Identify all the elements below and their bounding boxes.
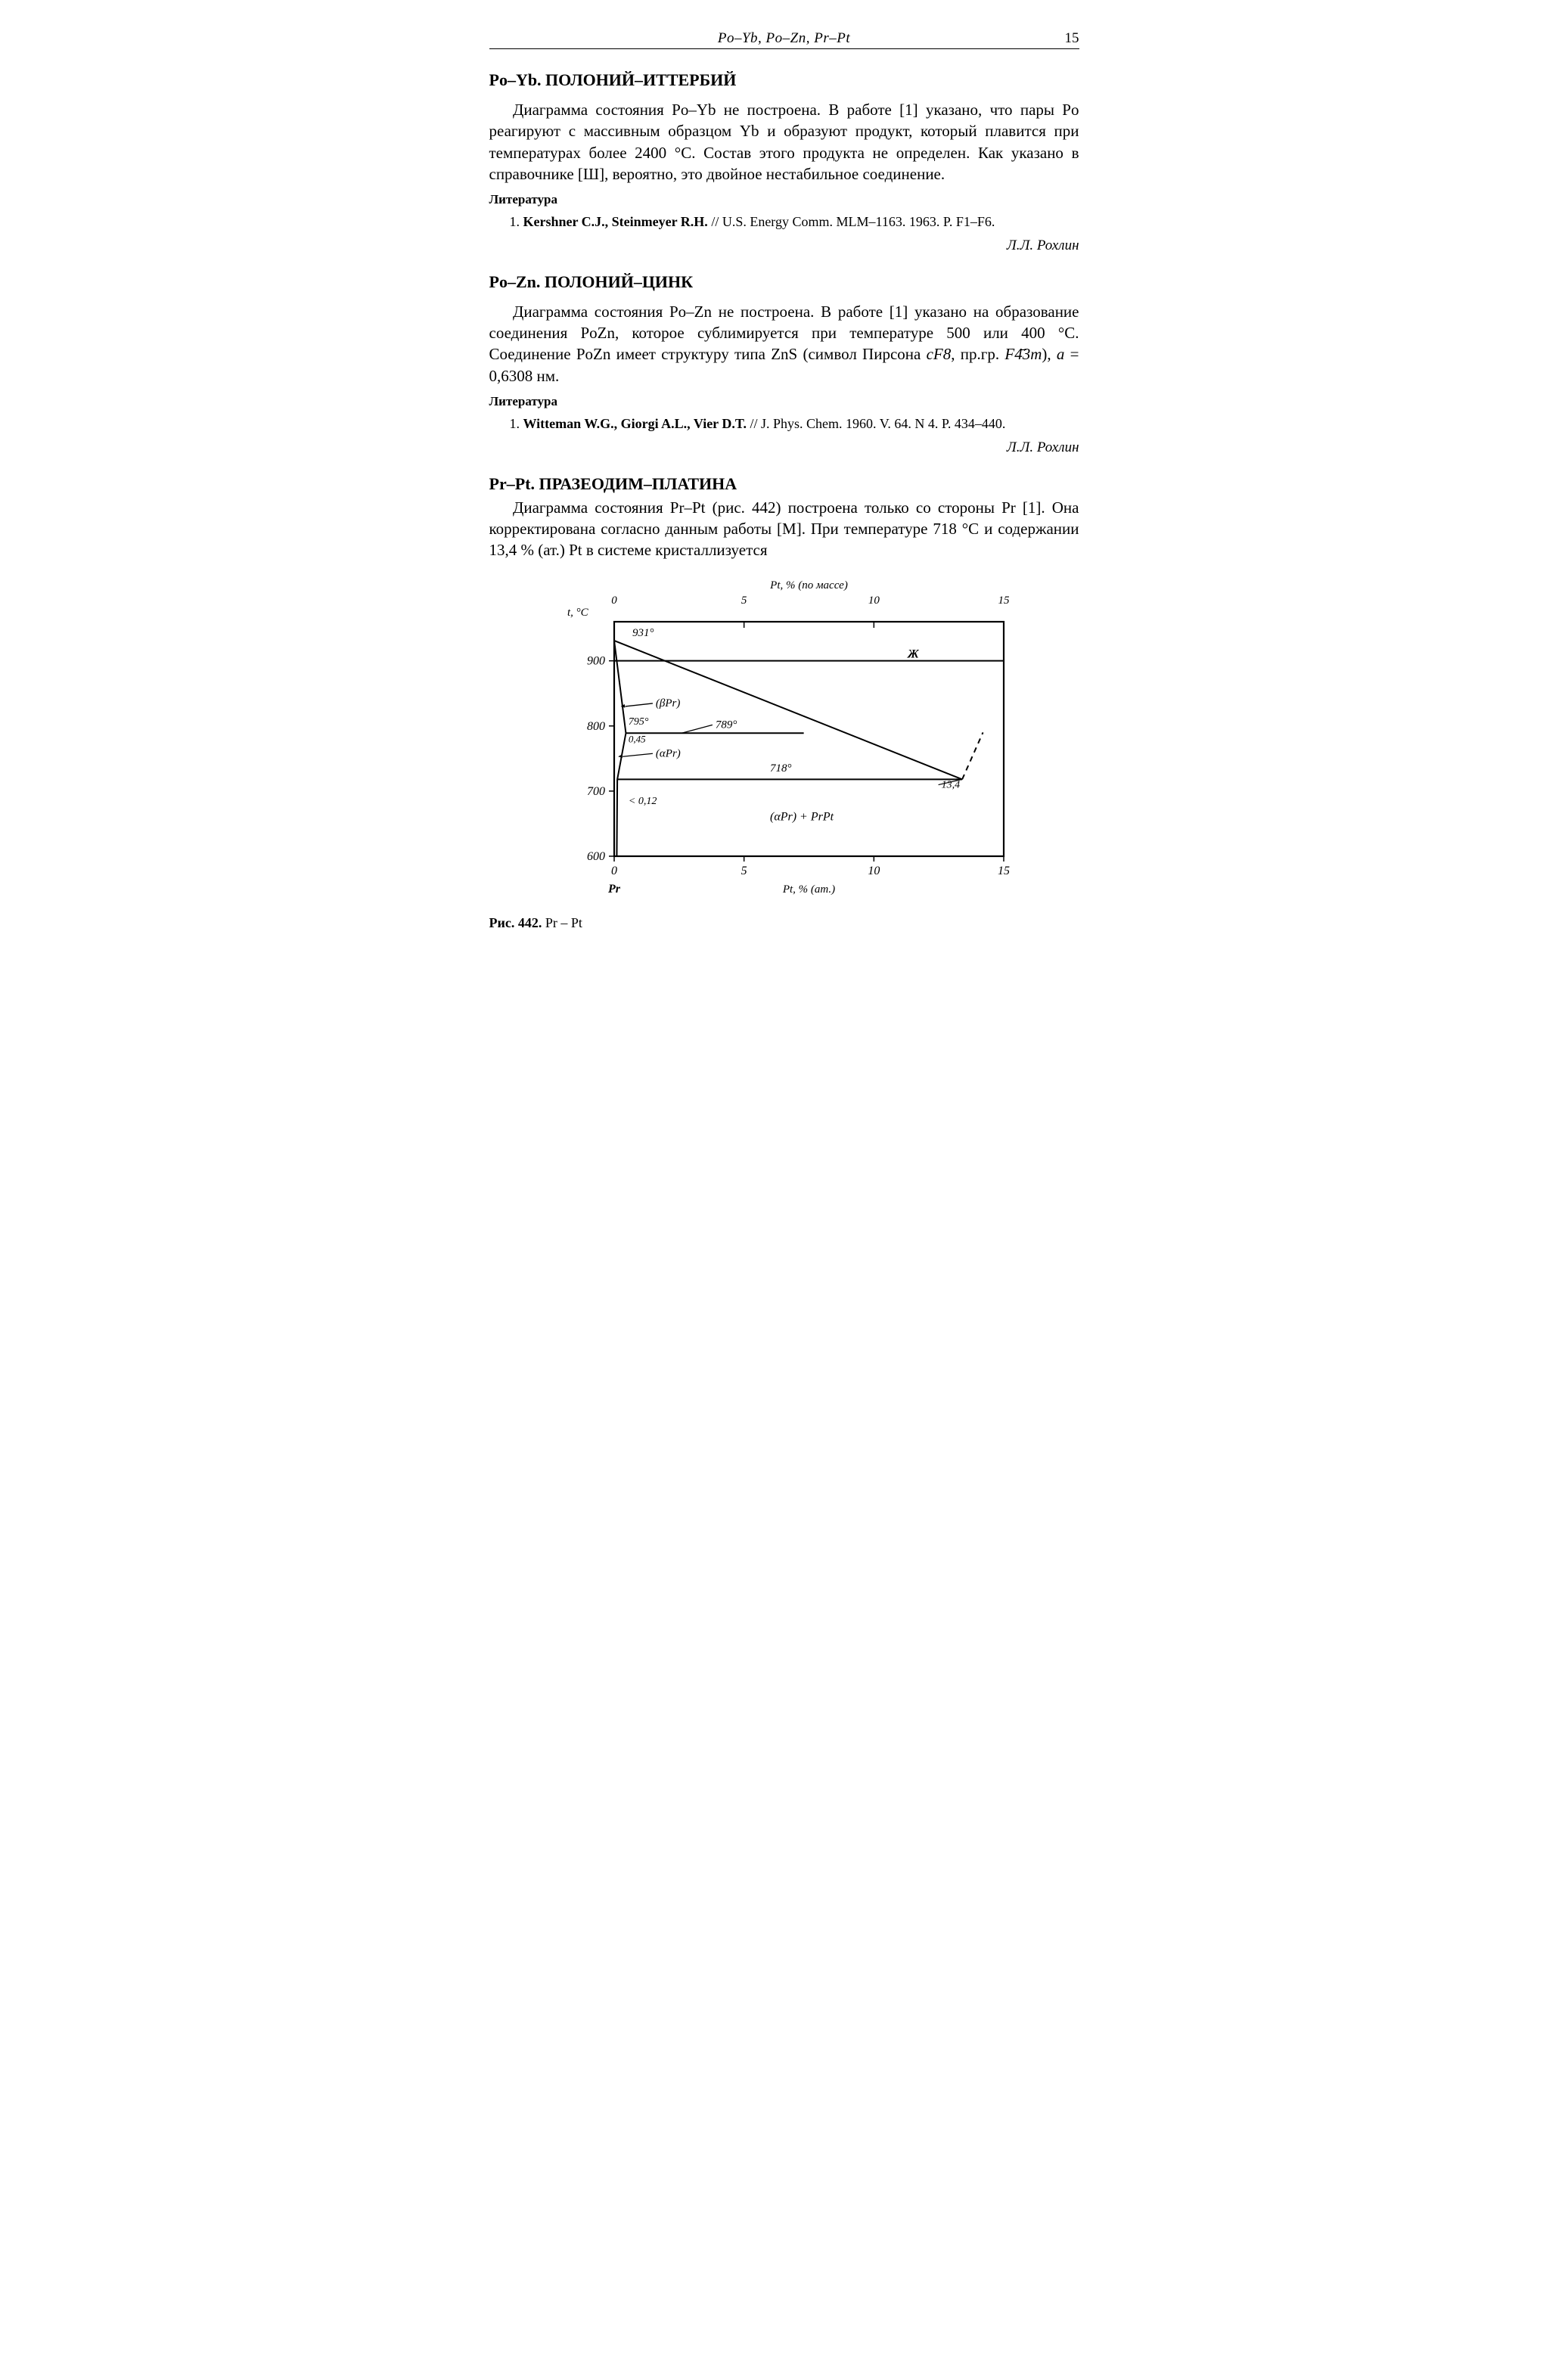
section-title-pr-pt: Pr–Pt. ПРАЗЕОДИМ–ПЛАТИНА	[489, 474, 1079, 494]
svg-text:931°: 931°	[632, 627, 654, 639]
svg-text:0: 0	[611, 865, 617, 877]
page-number: 15	[1049, 30, 1079, 47]
svg-text:10: 10	[868, 865, 880, 877]
pearson-symbol: cF8	[927, 345, 952, 363]
svg-text:< 0,12: < 0,12	[628, 796, 656, 807]
svg-text:0,45: 0,45	[628, 733, 645, 744]
po-zn-body-after-sg: ),	[1042, 345, 1057, 363]
lattice-var: a	[1057, 345, 1065, 363]
svg-text:789°: 789°	[715, 719, 737, 731]
figure-caption-bold: Рис. 442.	[489, 915, 542, 930]
po-yb-body: Диаграмма состояния Po–Yb не построена. …	[489, 99, 1079, 185]
svg-text:Pt, % (ат.): Pt, % (ат.)	[781, 883, 834, 896]
svg-text:5: 5	[741, 595, 747, 607]
section-title-po-yb: Po–Yb. ПОЛОНИЙ–ИТТЕРБИЙ	[489, 70, 1079, 90]
svg-text:700: 700	[587, 784, 605, 797]
svg-text:800: 800	[587, 719, 605, 732]
lit-rest: // J. Phys. Chem. 1960. V. 64. N 4. P. 4…	[747, 416, 1005, 431]
lit-rest: // U.S. Energy Comm. MLM–1163. 1963. P. …	[708, 214, 995, 229]
svg-text:t, °C: t, °C	[567, 607, 589, 619]
running-head-center: Po–Yb, Po–Zn, Pr–Pt	[520, 30, 1049, 47]
lit-entry-po-zn: 1. Witteman W.G., Giorgi A.L., Vier D.T.…	[489, 415, 1079, 433]
svg-text:Ж: Ж	[906, 647, 919, 660]
svg-text:10: 10	[868, 595, 880, 607]
lit-authors: Kershner C.J., Steinmeyer R.H.	[523, 214, 708, 229]
svg-text:795°: 795°	[628, 716, 648, 728]
svg-text:718°: 718°	[770, 762, 792, 775]
pr-pt-body: Диаграмма состояния Pr–Pt (рис. 442) пос…	[489, 497, 1079, 561]
figure-442: Pt, % (по массе) 0 5 10 15 t, °C 600 700 800 900 0…	[489, 575, 1079, 931]
lit-authors: Witteman W.G., Giorgi A.L., Vier D.T.	[523, 416, 747, 431]
svg-text:15: 15	[998, 865, 1010, 877]
svg-text:(αPr): (αPr)	[655, 747, 680, 759]
svg-text:600: 600	[587, 850, 605, 863]
section-title-po-zn: Po–Zn. ПОЛОНИЙ–ЦИНК	[489, 272, 1079, 292]
svg-text:900: 900	[587, 654, 605, 667]
lit-prefix: 1.	[510, 214, 523, 229]
lit-heading-po-zn: Литература	[489, 394, 1079, 409]
svg-text:(βPr): (βPr)	[655, 697, 679, 709]
author-sign-po-zn: Л.Л. Рохлин	[489, 439, 1079, 456]
svg-text:13,4: 13,4	[941, 779, 960, 790]
svg-text:Pr: Pr	[607, 883, 621, 896]
lit-entry-po-yb: 1. Kershner C.J., Steinmeyer R.H. // U.S…	[489, 213, 1079, 231]
svg-text:5: 5	[741, 865, 747, 877]
svg-text:15: 15	[998, 595, 1010, 607]
running-head: Po–Yb, Po–Zn, Pr–Pt 15	[489, 30, 1079, 49]
svg-text:0: 0	[611, 595, 617, 607]
figure-caption: Рис. 442. Pr – Pt	[489, 915, 1079, 931]
po-zn-body: Диаграмма состояния Po–Zn не построена. …	[489, 301, 1079, 387]
space-group: F4̄3m	[1004, 345, 1042, 363]
author-sign-po-yb: Л.Л. Рохлин	[489, 238, 1079, 254]
svg-text:Pt, % (по массе): Pt, % (по массе)	[769, 579, 848, 591]
svg-text:(αPr) + PrPt: (αPr) + PrPt	[770, 810, 834, 823]
lit-heading-po-yb: Литература	[489, 192, 1079, 207]
figure-caption-rest: Pr – Pt	[542, 915, 582, 930]
po-zn-body-mid: , пр.гр.	[951, 345, 1004, 363]
lit-prefix: 1.	[510, 416, 523, 431]
phase-diagram-svg: Pt, % (по массе) 0 5 10 15 t, °C 600 700 800 900 0…	[550, 575, 1019, 908]
